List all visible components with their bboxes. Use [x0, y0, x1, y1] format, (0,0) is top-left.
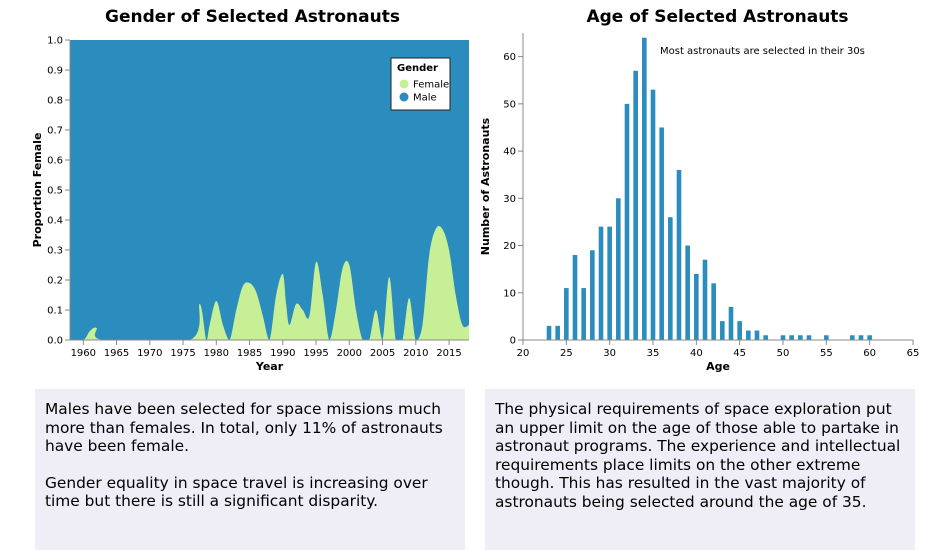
gender-x-tick-label: 1985 — [237, 348, 262, 359]
age-bar — [598, 226, 604, 340]
age-bar — [867, 335, 872, 340]
gender-x-tick-label: 1965 — [104, 348, 129, 359]
gender-y-tick-label: 0.5 — [47, 186, 63, 197]
gender-x-axis-label: Year — [255, 360, 284, 373]
gender-y-tick-label: 0.9 — [47, 66, 63, 77]
legend-swatch-male — [399, 92, 409, 102]
age-bar — [668, 217, 673, 340]
age-bar — [694, 273, 699, 340]
age-x-tick-label: 45 — [733, 348, 746, 359]
gender-y-tick-label: 0.8 — [47, 96, 63, 107]
age-x-tick-label: 40 — [690, 348, 703, 359]
legend-label-female: Female — [413, 80, 449, 91]
age-bar — [546, 325, 552, 340]
age-bar — [607, 226, 612, 340]
gender-x-tick-label: 2010 — [403, 348, 428, 359]
gender-y-tick-label: 0.6 — [47, 156, 63, 167]
gender-area-chart: 0.0 0.1 0.2 0.3 0.4 0.5 0.6 0.7 0.8 0.9 1.0 1960 196… — [31, 36, 469, 373]
age-bar — [564, 288, 569, 340]
gender-panel: Gender of Selected Astronauts 0.0 0.1 0.2 0… — [0, 0, 470, 550]
gender-description-box: Males have been selected for space missi… — [35, 389, 465, 550]
gender-y-tick-label: 0.2 — [47, 276, 63, 287]
age-bar — [676, 169, 682, 340]
age-x-tick-label: 50 — [777, 348, 790, 359]
gender-x-tick-label: 1980 — [204, 348, 229, 359]
gender-y-tick-label: 0.1 — [47, 306, 63, 317]
age-bar — [746, 330, 751, 340]
gender-y-tick-label: 0.3 — [47, 246, 63, 257]
gender-chart-title: Gender of Selected Astronauts — [105, 7, 400, 27]
gender-y-tick-label: 0.4 — [47, 216, 63, 227]
gender-x-tick-label: 1990 — [270, 348, 295, 359]
gender-x-tick-label: 1960 — [71, 348, 96, 359]
age-description-box: The physical requirements of space explo… — [485, 389, 915, 550]
age-description-paragraph-1: The physical requirements of space explo… — [495, 400, 901, 511]
age-y-tick-label: 60 — [503, 52, 516, 63]
legend-label-male: Male — [413, 93, 437, 104]
age-bar — [581, 288, 586, 340]
age-bar — [798, 335, 803, 340]
age-x-tick-label: 55 — [820, 348, 833, 359]
age-bar — [763, 335, 768, 340]
gender-x-tick-label: 1970 — [137, 348, 162, 359]
age-bar — [737, 321, 742, 340]
age-bar — [616, 198, 621, 340]
age-bar — [650, 89, 656, 340]
age-annotation: Most astronauts are selected in their 30… — [660, 46, 865, 57]
age-x-tick-label: 35 — [647, 348, 660, 359]
age-y-tick-label: 50 — [503, 99, 516, 110]
age-bar-chart: 0 10 20 30 40 50 60 20 25 30 35 40 45 50 55 60 65 Age Numb… — [479, 33, 920, 373]
gender-description-paragraph-1: Males have been selected for space missi… — [45, 400, 443, 455]
age-bar — [728, 306, 734, 340]
age-bar — [659, 127, 664, 340]
legend-swatch-female — [399, 79, 409, 89]
age-bar — [754, 330, 760, 340]
age-panel: Age of Selected Astronauts 0 10 20 30 40 50 60… — [470, 0, 940, 550]
age-y-tick-label: 0 — [510, 336, 516, 347]
age-bar — [824, 335, 829, 340]
age-bar — [685, 245, 690, 340]
age-bar — [633, 70, 638, 341]
age-bar — [780, 335, 786, 340]
gender-x-tick-label: 1995 — [303, 348, 328, 359]
gender-y-tick-label: 0.0 — [47, 336, 63, 347]
gender-x-tick-label: 1975 — [170, 348, 195, 359]
gender-y-tick-label: 1.0 — [47, 36, 63, 47]
age-bar — [555, 325, 560, 340]
gender-description-paragraph-2: Gender equality in space travel is incre… — [45, 473, 428, 511]
age-bar — [850, 335, 855, 340]
age-bar — [789, 335, 794, 340]
age-x-tick-label: 65 — [907, 348, 920, 359]
age-bar — [702, 259, 708, 340]
age-bar — [624, 103, 630, 340]
female-area — [70, 225, 469, 340]
age-chart-title: Age of Selected Astronauts — [586, 7, 849, 27]
age-bar — [711, 283, 716, 340]
age-y-tick-label: 10 — [503, 288, 516, 299]
age-y-tick-label: 20 — [503, 241, 516, 252]
gender-x-tick-label: 2015 — [436, 348, 461, 359]
age-x-tick-label: 25 — [560, 348, 573, 359]
age-y-axis-label: Number of Astronauts — [479, 117, 492, 255]
gender-x-tick-label: 2000 — [337, 348, 362, 359]
age-bar — [858, 335, 864, 340]
legend-title: Gender — [397, 63, 438, 74]
age-bar — [590, 250, 595, 340]
gender-y-tick-label: 0.7 — [47, 126, 63, 137]
age-x-tick-label: 30 — [603, 348, 616, 359]
age-bar — [806, 335, 812, 340]
age-bar — [720, 321, 725, 340]
gender-legend: Gender Female Male — [390, 57, 451, 111]
age-bar — [642, 37, 647, 340]
age-x-tick-label: 20 — [517, 348, 530, 359]
gender-x-tick-label: 2005 — [370, 348, 395, 359]
age-x-tick-label: 60 — [863, 348, 876, 359]
age-y-tick-label: 30 — [503, 194, 516, 205]
age-bar — [572, 254, 578, 340]
gender-y-axis-label: Proportion Female — [31, 133, 44, 248]
age-x-axis-label: Age — [706, 360, 730, 373]
age-y-tick-label: 40 — [503, 147, 516, 158]
